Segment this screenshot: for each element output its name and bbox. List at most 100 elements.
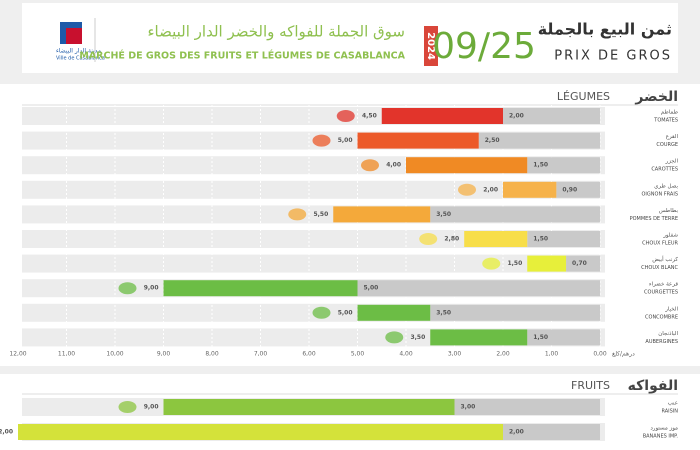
max-price-bar xyxy=(381,108,503,124)
max-price-bar xyxy=(18,424,503,440)
product-icon xyxy=(118,282,137,295)
min-price-label: 2,50 xyxy=(485,137,500,144)
min-price-label: 2,00 xyxy=(509,113,524,120)
max-price-label: 4,00 xyxy=(386,162,401,169)
max-price-label: 5,00 xyxy=(338,309,353,316)
x-tick-label: 5,00 xyxy=(351,351,365,358)
category-label-ar: الجزر xyxy=(665,159,679,165)
category-label-ar: كرنب أبيض xyxy=(652,255,678,263)
min-price-label: 3,50 xyxy=(436,211,451,218)
min-price-bar xyxy=(478,132,600,149)
x-tick-label: 11,00 xyxy=(58,351,75,358)
x-tick-label: 9,00 xyxy=(157,351,171,358)
max-price-bar xyxy=(163,399,455,415)
min-price-label: 0,70 xyxy=(572,260,587,267)
logo-ar: مدينة الدار البيضاء xyxy=(56,48,101,55)
section-title: LÉGUMES xyxy=(557,90,610,103)
category-label-ar: بطاطس xyxy=(659,208,679,214)
category-label: COURGETTES xyxy=(644,290,678,296)
max-price-label: 5,50 xyxy=(313,211,328,218)
section-title: FRUITS xyxy=(571,379,610,392)
category-label: CAROTTES xyxy=(651,167,678,173)
logo-accent xyxy=(66,28,82,44)
max-price-label: 1,50 xyxy=(507,260,522,267)
min-price-bar xyxy=(430,206,600,223)
category-label: AUBERGINES xyxy=(645,339,678,345)
product-icon xyxy=(312,306,331,319)
category-label-ar: قرعة خضراء xyxy=(649,282,678,288)
x-tick-label: 1,00 xyxy=(545,351,559,358)
max-price-label: 3,50 xyxy=(410,334,425,341)
max-price-bar xyxy=(527,255,567,272)
category-label: TOMATES xyxy=(653,118,678,124)
x-tick-label: 2,00 xyxy=(496,351,510,358)
min-price-label: 1,50 xyxy=(533,236,548,243)
x-tick-label: 6,00 xyxy=(302,351,316,358)
min-price-bar xyxy=(566,255,600,272)
category-label-ar: بصل طري xyxy=(654,183,678,189)
max-price-bar xyxy=(464,231,528,247)
max-price-label: 12,00 xyxy=(0,429,13,436)
min-price-label: 3,50 xyxy=(436,309,451,316)
category-label: COURGE xyxy=(656,142,678,148)
min-price-bar xyxy=(357,280,600,297)
heading-ar: ثمن البيع بالجملة xyxy=(538,20,672,39)
product-icon xyxy=(118,401,137,413)
x-tick-label: 4,00 xyxy=(399,351,413,358)
min-price-bar xyxy=(527,157,600,174)
x-tick-label: 3,00 xyxy=(448,351,462,358)
category-label-ar: الباذنجان xyxy=(658,331,678,337)
min-price-label: 1,50 xyxy=(533,334,548,341)
row-background xyxy=(22,180,605,199)
category-label: CHOUX FLEUR xyxy=(642,241,678,247)
category-label: CHOUX BLANC xyxy=(641,265,678,271)
max-price-bar xyxy=(406,157,528,174)
category-label-ar: شفلور xyxy=(662,233,678,239)
min-price-label: 1,50 xyxy=(533,162,548,169)
min-price-bar xyxy=(556,181,600,198)
section-title-ar: الفواكه xyxy=(628,378,678,394)
title-ar: سوق الجملة للفواكه والخضر الدار البيضاء xyxy=(147,23,405,41)
x-tick-label: 7,00 xyxy=(254,351,268,358)
year-box xyxy=(424,26,438,66)
max-price-bar xyxy=(503,181,557,198)
min-price-label: 3,00 xyxy=(461,404,476,411)
product-icon xyxy=(385,331,404,344)
row-background xyxy=(22,254,605,273)
min-price-bar xyxy=(430,304,600,321)
max-price-bar xyxy=(357,132,479,149)
unit-label: درهم/كلغ xyxy=(612,351,635,358)
max-price-bar xyxy=(333,206,431,223)
title-fr: MARCHÉ DE GROS DES FRUITS ET LÉGUMES DE … xyxy=(79,50,405,62)
min-price-label: 2,00 xyxy=(509,429,524,436)
max-price-label: 9,00 xyxy=(144,404,159,411)
x-tick-label: 10,00 xyxy=(106,351,123,358)
product-icon xyxy=(419,233,438,245)
x-tick-label: 0,00 xyxy=(593,351,607,358)
section-title-ar: الخضر xyxy=(634,89,678,105)
min-price-bar xyxy=(527,329,600,346)
product-icon xyxy=(458,183,476,196)
max-price-bar xyxy=(430,329,528,346)
max-price-label: 2,80 xyxy=(444,236,459,243)
product-icon xyxy=(482,257,501,270)
product-icon xyxy=(312,134,331,147)
min-price-label: 5,00 xyxy=(364,285,379,292)
row-background xyxy=(22,230,605,248)
category-label: RAISIN xyxy=(661,409,678,415)
date: 09/25 xyxy=(432,26,536,67)
product-icon xyxy=(288,208,307,221)
max-price-label: 5,00 xyxy=(338,137,353,144)
max-price-label: 4,50 xyxy=(362,113,377,120)
max-price-bar xyxy=(357,304,431,321)
category-label-ar: الخيار xyxy=(664,306,678,312)
min-price-bar xyxy=(527,231,600,247)
heading-fr: PRIX DE GROS xyxy=(554,49,672,64)
category-label-ar: القرع xyxy=(666,134,679,140)
x-tick-label: 12,00 xyxy=(9,351,26,358)
category-label: BANANES IMP. xyxy=(643,434,679,440)
category-label: OIGNON FRAIS xyxy=(641,191,678,197)
x-tick-label: 8,00 xyxy=(205,351,219,358)
category-label-ar: طماطم xyxy=(661,110,678,116)
